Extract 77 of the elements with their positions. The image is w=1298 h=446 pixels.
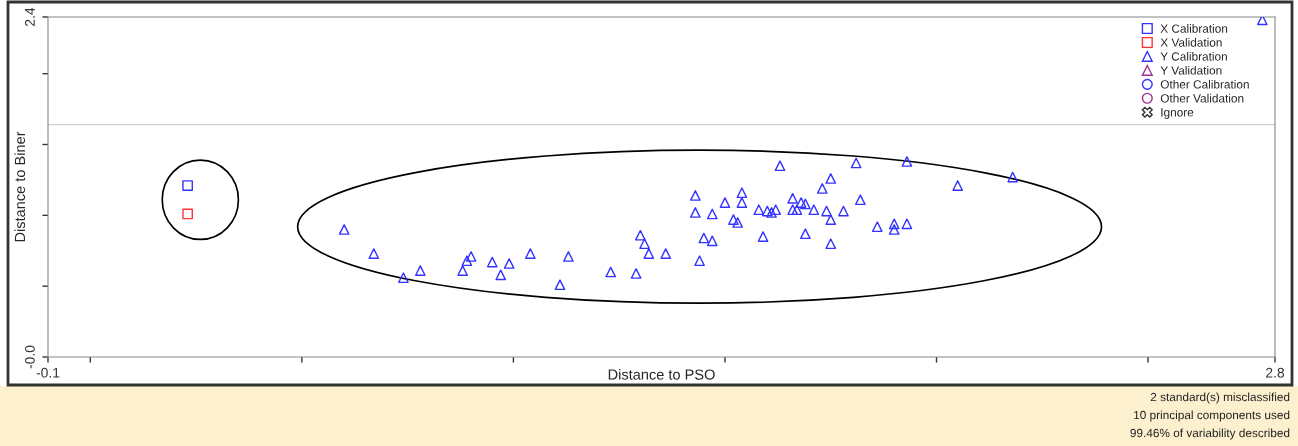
point xyxy=(643,248,655,259)
x-axis-title: Distance to PSO xyxy=(608,369,715,380)
point xyxy=(706,208,718,220)
point xyxy=(698,232,710,244)
point xyxy=(825,214,837,225)
point xyxy=(753,204,765,216)
point xyxy=(503,258,515,269)
point xyxy=(182,180,193,191)
point xyxy=(461,255,473,267)
legend-label: X Validation xyxy=(1160,38,1222,47)
point xyxy=(639,238,650,250)
point xyxy=(1256,17,1268,26)
legend-label: Other Validation xyxy=(1160,93,1244,103)
point xyxy=(689,190,701,201)
point xyxy=(795,197,807,208)
point xyxy=(398,272,409,284)
y-tick-label: -0.0 xyxy=(25,345,35,369)
point xyxy=(338,224,350,235)
text: 99.46% of variability described xyxy=(1130,428,1290,440)
point xyxy=(774,160,786,172)
point xyxy=(761,205,773,217)
point xyxy=(732,217,744,228)
point xyxy=(770,204,782,216)
point xyxy=(800,198,811,210)
y-tick-label: 2.4 xyxy=(25,7,35,26)
point xyxy=(630,268,642,279)
point xyxy=(414,265,426,276)
point xyxy=(368,248,380,259)
point xyxy=(495,269,507,281)
point xyxy=(457,265,468,276)
text: 2 standard(s) misclassified xyxy=(1150,392,1290,404)
point xyxy=(465,251,477,262)
text: 10 principal components used xyxy=(1134,410,1290,422)
point xyxy=(838,205,849,217)
point xyxy=(825,173,837,184)
y-axis-title: Distance to Biner xyxy=(14,131,26,242)
point xyxy=(787,192,799,204)
point xyxy=(888,224,900,235)
point xyxy=(554,279,566,291)
legend-label: Ignore xyxy=(1161,108,1194,119)
point xyxy=(850,157,862,169)
point xyxy=(605,266,617,278)
legend-label: Y Calibration xyxy=(1160,52,1227,61)
point xyxy=(1007,171,1019,183)
point xyxy=(871,221,883,233)
legend-label: X Calibration xyxy=(1160,24,1228,33)
legend-label: Y Validation xyxy=(1160,65,1222,75)
point xyxy=(486,256,498,268)
point xyxy=(757,231,769,242)
point xyxy=(524,248,536,259)
point xyxy=(901,218,913,230)
point xyxy=(855,194,866,206)
point xyxy=(563,251,574,262)
point xyxy=(719,197,731,208)
point xyxy=(728,214,739,225)
legend-label: Other Calibration xyxy=(1160,79,1249,89)
point xyxy=(660,248,672,259)
point xyxy=(800,228,811,240)
point xyxy=(816,183,828,194)
point xyxy=(952,180,964,191)
x-tick-label: -0.1 xyxy=(36,367,60,378)
point xyxy=(706,235,718,247)
point xyxy=(808,204,820,216)
point xyxy=(694,255,705,267)
point xyxy=(901,156,913,167)
point xyxy=(689,207,701,218)
point xyxy=(634,229,646,241)
x-tick-label: 2.8 xyxy=(1266,367,1285,378)
point xyxy=(736,187,748,199)
point xyxy=(825,238,837,250)
point xyxy=(821,205,832,217)
point xyxy=(787,204,799,216)
point xyxy=(182,208,193,220)
point xyxy=(766,207,777,218)
point xyxy=(888,218,900,230)
point xyxy=(791,204,803,216)
point xyxy=(736,197,748,208)
